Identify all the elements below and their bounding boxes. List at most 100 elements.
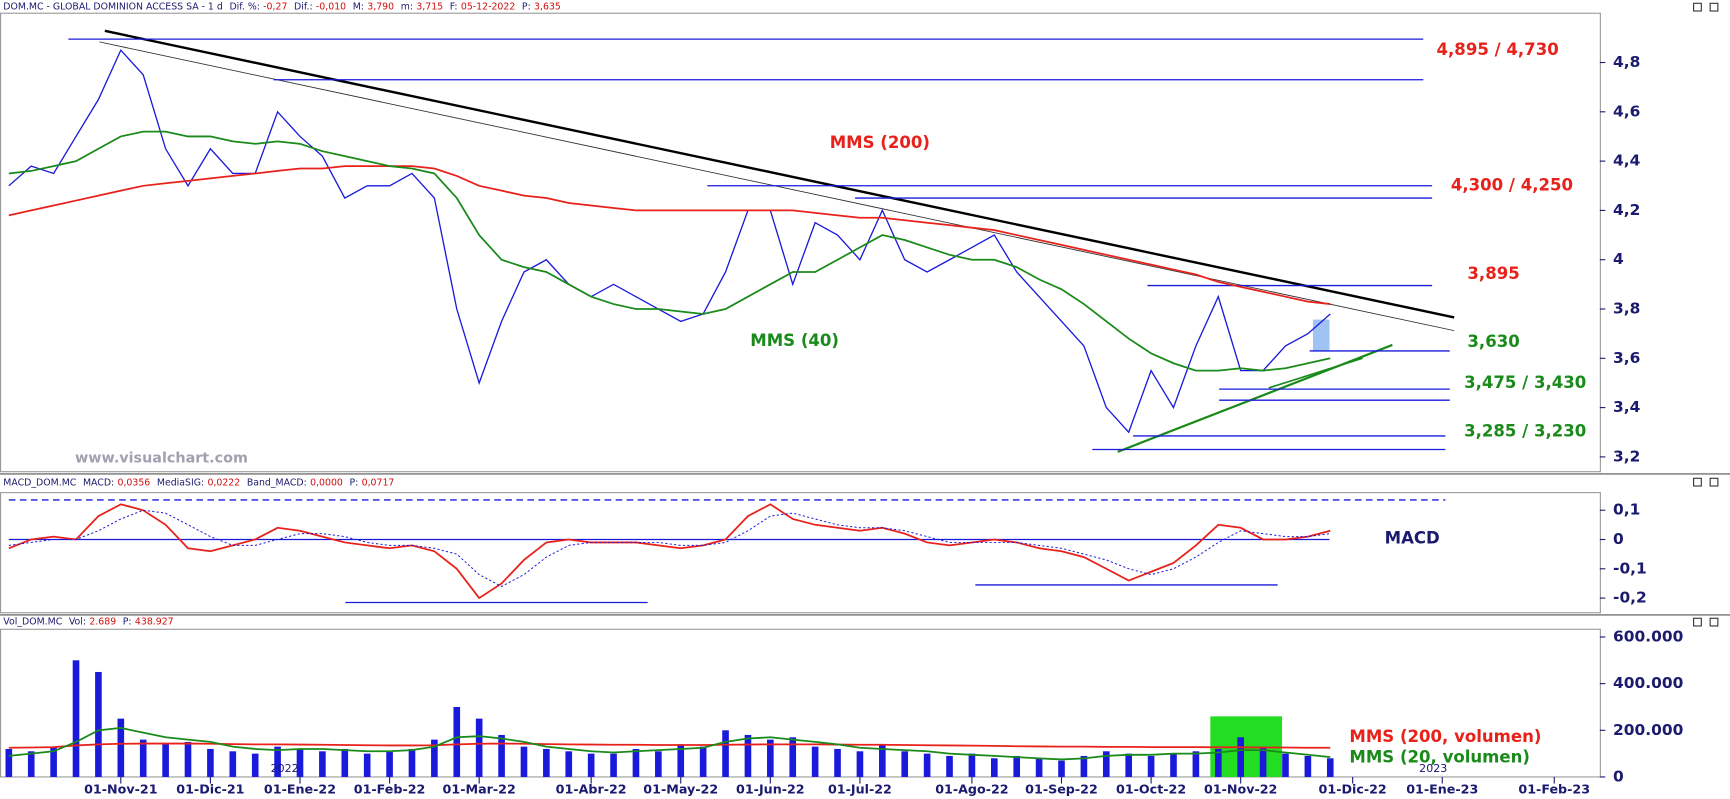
y-tick-label: 3,2 [1613, 447, 1640, 465]
maximize-button[interactable] [1693, 2, 1702, 12]
volume-bar [834, 748, 841, 777]
volume-bar [5, 748, 13, 777]
volume-bar [811, 746, 819, 777]
series-line [8, 727, 1331, 761]
x-tick-label: 01-Ago-22 [935, 782, 1008, 797]
header-value: 05-12-2022 [461, 1, 515, 12]
volume-bar [856, 751, 864, 777]
volume-bar [1282, 753, 1289, 777]
series-line [8, 509, 1331, 587]
volume-bar [946, 755, 953, 777]
volume-bar [431, 739, 438, 777]
panel-header: MACD_DOM.MC MACD: 0,0356 MediaSIG: 0,0222 Ban… [3, 477, 394, 488]
header-value: 3,715 [416, 1, 443, 12]
volume-bar [1080, 755, 1088, 777]
volume-bar [162, 744, 169, 777]
y-tick-label: 4,8 [1613, 53, 1640, 71]
volume-bar [475, 718, 483, 777]
volume-bar [184, 741, 192, 777]
header-label: m: [401, 1, 413, 12]
header-value: 0,0356 [118, 477, 151, 488]
header-value: -0,010 [316, 1, 346, 12]
volume-bar [520, 746, 528, 777]
level-label: 4,300 / 4,250 [1451, 176, 1573, 195]
volume-bar [1237, 737, 1244, 777]
x-tick-label: 01-Abr-22 [556, 782, 627, 797]
x-tick-label: 01-Dic-22 [1319, 782, 1387, 797]
y-tick-label: 200.000 [1613, 721, 1683, 739]
y-tick-label: 4,6 [1613, 102, 1640, 120]
volume-bar [207, 748, 214, 777]
volume-bar [296, 748, 304, 777]
support-line [1268, 357, 1363, 389]
volume-bar [1013, 755, 1021, 777]
volume-bar [498, 734, 505, 777]
header-label: F: [450, 1, 458, 12]
window-buttons[interactable] [1693, 2, 1719, 627]
x-tick-label: 01-Ene-22 [264, 782, 336, 797]
volume-bar [453, 706, 461, 777]
volume-bar [587, 753, 595, 777]
volume-bar [543, 748, 550, 777]
y-tick-label: 3,6 [1613, 349, 1640, 367]
y-tick-label: 0 [1613, 530, 1624, 548]
x-tick-label: 01-Mar-22 [443, 782, 516, 797]
x-tick-label: 01-Dic-21 [176, 782, 244, 797]
x-tick-label: 01-Ene-23 [1406, 782, 1478, 797]
header-value: 2.689 [89, 616, 116, 627]
level-label: 4,895 / 4,730 [1437, 40, 1559, 59]
close-button[interactable] [1709, 2, 1719, 12]
volume-bar [117, 718, 125, 777]
volume-bar [789, 737, 797, 777]
volume-bar [1170, 753, 1177, 777]
header-label: P: [349, 477, 358, 488]
volume-bar [95, 671, 102, 777]
volume-bar [363, 753, 371, 777]
volume-bar [1214, 748, 1222, 777]
volume-bar [251, 753, 259, 777]
y-tick-label: 0 [1613, 767, 1624, 785]
volume-bar [386, 751, 393, 777]
y-tick-label: 4,4 [1613, 152, 1641, 170]
volume-bar [1125, 753, 1133, 777]
x-tick-label: 01-Sep-22 [1025, 782, 1098, 797]
volume-bar [1035, 758, 1043, 777]
volume-bar [1259, 746, 1267, 777]
series-label: MMS (20, volumen) [1349, 748, 1530, 767]
x-tick-label: 01-Jun-22 [736, 782, 805, 797]
panel-header: DOM.MC - GLOBAL DOMINION ACCESS SA - 1 d… [3, 1, 561, 12]
header-label: DOM.MC - GLOBAL DOMINION ACCESS SA - 1 d [3, 1, 223, 12]
x-tick-label: 01-Feb-23 [1518, 782, 1590, 797]
series-label: MMS (40) [750, 331, 839, 350]
y-tick-label: 3,4 [1613, 398, 1641, 416]
volume-bar [1147, 755, 1155, 777]
volume-bar [744, 734, 752, 777]
volume-bar [968, 753, 976, 777]
watermark: www.visualchart.com [75, 450, 248, 466]
level-label: 3,475 / 3,430 [1464, 373, 1586, 392]
header-value: 0,0000 [310, 477, 343, 488]
header-value: -0,27 [263, 1, 287, 12]
series-label: MMS (200) [830, 133, 930, 152]
level-label: 3,285 / 3,230 [1464, 422, 1586, 441]
volume-bar [722, 730, 729, 777]
x-tick-label: 01-Jul-22 [828, 782, 892, 797]
volume-bar [923, 753, 931, 777]
maximize-button[interactable] [1693, 617, 1702, 627]
level-label: 3,630 [1467, 332, 1519, 351]
volume-bar [229, 751, 237, 777]
series-label: MMS (200, volumen) [1349, 727, 1541, 746]
volume-bar [319, 751, 326, 777]
volume-bar [72, 660, 80, 777]
volume-bar [139, 739, 147, 777]
maximize-button[interactable] [1693, 477, 1702, 487]
header-label: MACD: [83, 477, 114, 488]
close-button[interactable] [1709, 617, 1719, 627]
x-tick-label: 01-Nov-22 [1204, 782, 1277, 797]
y-tick-label: 4 [1613, 250, 1624, 268]
header-label: Band_MACD: [247, 477, 307, 488]
close-button[interactable] [1709, 477, 1719, 487]
series-line [8, 742, 1331, 749]
